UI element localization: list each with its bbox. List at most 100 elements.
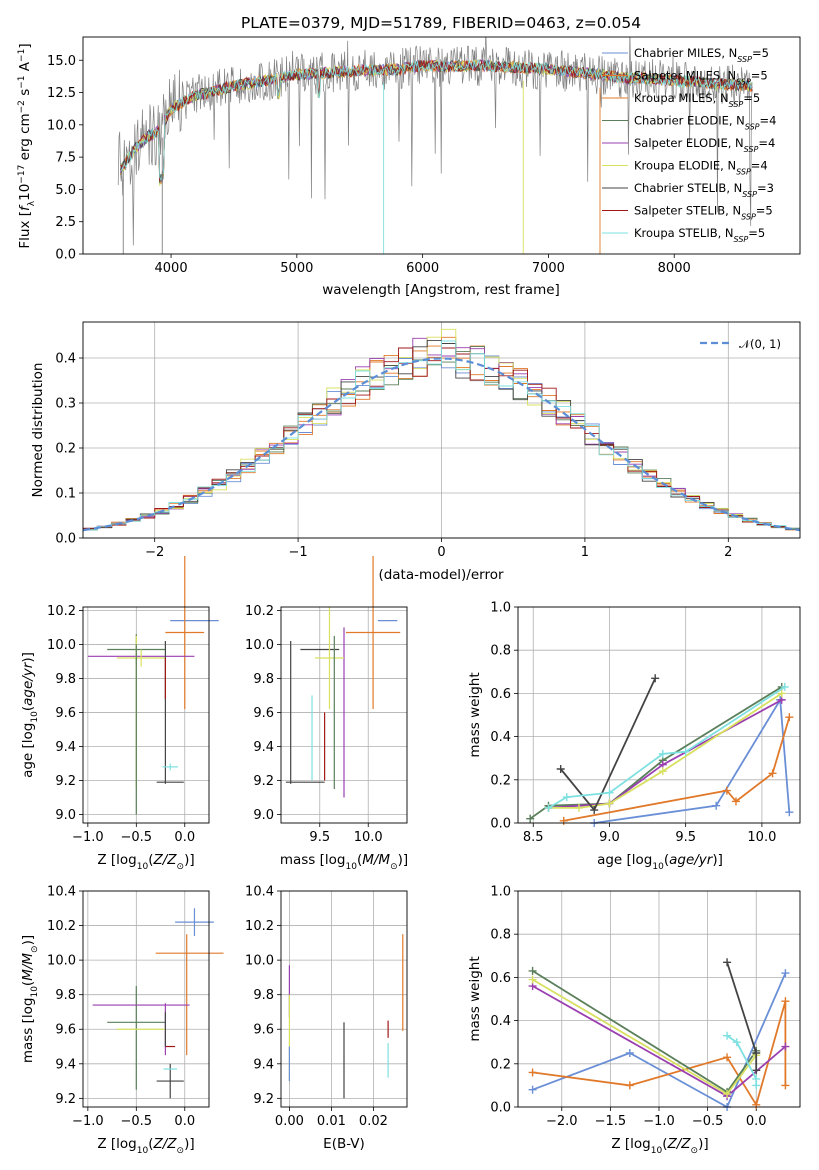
- x-axis-label: Z [log10(Z/Z⊙)]: [97, 1136, 194, 1156]
- weight-line: [726, 962, 758, 1071]
- axes-frame: [280, 606, 408, 824]
- y-tick-label: 9.8: [55, 672, 76, 687]
- normal-curve: [83, 357, 800, 532]
- y-tick-label: 9.6: [55, 706, 76, 721]
- weight-marker: [781, 969, 790, 978]
- model-spectrum: [120, 60, 753, 182]
- y-tick-label: 5.0: [55, 183, 76, 198]
- y-tick-label: 0.1: [55, 487, 76, 502]
- y-tick-label: 12.5: [47, 86, 76, 101]
- weight-marker: [625, 1100, 634, 1109]
- axes-frame: [82, 890, 210, 1108]
- legend-label: Chabrier ELODIE, NSSP=4: [634, 114, 776, 132]
- residual-histogram: [83, 340, 800, 532]
- legend-label: Chabrier STELIB, NSSP=3: [634, 181, 774, 199]
- weight-marker: [732, 1038, 741, 1047]
- x-axis-label: wavelength [Angstrom, rest frame]: [322, 282, 560, 298]
- mass-vs-EBV-axes: 0.00 0.01 0.02 9.2 9.4 9.6 9.8 10.0 10.2 10.4: [245, 885, 408, 1129]
- axes-frame: [82, 606, 210, 824]
- errorbar-point: [175, 908, 214, 936]
- chart-title: PLATE=0379, MJD=51789, FIBERID=0463, z=0…: [241, 14, 641, 32]
- x-tick-label: 10.0: [747, 830, 776, 845]
- y-axis-label: Normed distribution: [30, 363, 46, 498]
- weight-marker: [781, 997, 790, 1006]
- residuals-axes: −2 −1 0 1 2 0.0 0.1 0.2 0.3 0.4 𝒩(0, 1): [55, 321, 801, 560]
- weight-marker: [605, 788, 614, 797]
- x-axis-label: E(B-V): [323, 1136, 365, 1152]
- weight-marker: [526, 814, 535, 823]
- x-tick-label: −1.0: [72, 830, 104, 845]
- weight-marker: [651, 674, 660, 683]
- weight-line: [548, 686, 786, 809]
- y-tick-label: 9.2: [253, 1092, 274, 1107]
- weight-marker: [752, 1100, 761, 1109]
- y-axis-label: mass weight: [467, 956, 483, 1041]
- y-tick-label: 10.4: [245, 885, 274, 900]
- errorbar-point: [190, 903, 209, 920]
- weight-marker: [658, 767, 667, 776]
- y-tick-label: 10.4: [47, 885, 76, 900]
- x-tick-label: 0.0: [746, 1114, 767, 1129]
- y-tick-label: 0.6: [490, 687, 511, 702]
- weight-marker: [590, 806, 599, 815]
- weight-marker: [528, 1068, 537, 1077]
- age-vs-Z-axes: −1.0 −0.5 0.0 9.0 9.2 9.4 9.6 9.8 10.0 10.2: [47, 555, 219, 845]
- legend-label: Chabrier MILES, NSSP=5: [634, 46, 769, 64]
- weight-marker: [723, 1053, 732, 1062]
- weight-marker: [723, 1090, 732, 1099]
- weight-marker: [528, 975, 537, 984]
- x-tick-label: −2: [145, 545, 164, 560]
- weight-marker: [781, 1042, 790, 1051]
- errorbar-point: [314, 607, 344, 710]
- x-tick-label: 8000: [658, 261, 691, 276]
- x-tick-label: −1.0: [72, 1114, 104, 1129]
- x-tick-label: 0: [437, 545, 445, 560]
- weight-marker: [780, 682, 789, 691]
- y-tick-label: 0.0: [490, 817, 511, 832]
- x-tick-label: 6000: [406, 261, 439, 276]
- y-tick-label: 9.8: [253, 672, 274, 687]
- y-tick-label: 10.2: [47, 919, 76, 934]
- y-tick-label: 10.0: [47, 638, 76, 653]
- x-axis-label: Z [log10(Z/Z⊙)]: [97, 852, 194, 872]
- weight-line: [529, 686, 783, 820]
- legend: Chabrier MILES, NSSP=5 Salpeter MILES, NS…: [602, 46, 776, 244]
- legend-label: Kroupa ELODIE, NSSP=4: [634, 159, 768, 177]
- errorbar-point: [345, 555, 401, 710]
- y-tick-label: 0.8: [490, 644, 511, 659]
- y-tick-label: 10.2: [47, 604, 76, 619]
- weight-marker: [777, 689, 786, 698]
- weight-marker: [770, 814, 779, 823]
- weight-marker: [752, 1081, 761, 1090]
- y-tick-label: 10.0: [47, 954, 76, 969]
- weight-marker: [712, 801, 721, 810]
- y-tick-label: 9.2: [55, 774, 76, 789]
- y-tick-label: 15.0: [47, 54, 76, 69]
- axes-frame: [517, 606, 801, 824]
- x-tick-label: 2: [724, 545, 732, 560]
- weight-marker: [785, 713, 794, 722]
- x-tick-label: 1: [581, 545, 589, 560]
- x-tick-label: 0.0: [174, 1114, 195, 1129]
- y-tick-label: 9.6: [253, 706, 274, 721]
- weight-marker: [556, 765, 565, 773]
- weight-marker: [768, 769, 777, 778]
- weight-marker: [528, 1085, 537, 1094]
- x-tick-label: 0.0: [174, 830, 195, 845]
- mass-vs-Z-axes: −1.0 −0.5 0.0 9.2 9.4 9.6 9.8 10.0 10.2 10.4: [47, 885, 224, 1129]
- y-axis-label: age [log10(age/yr)]: [20, 652, 40, 778]
- x-tick-label: 7000: [532, 261, 565, 276]
- axes-frame: [82, 36, 801, 255]
- weight-line: [532, 972, 787, 1109]
- weight-marker: [625, 1049, 634, 1057]
- weight-vs-age-axes: 8.5 9.0 9.5 10.0 0.0 0.2 0.4 0.6 0.8 1.0: [490, 601, 801, 845]
- y-tick-label: 0.2: [490, 773, 511, 788]
- weight-line: [560, 677, 657, 812]
- weight-marker: [574, 803, 583, 812]
- y-tick-label: 0.2: [490, 1057, 511, 1072]
- weight-line: [548, 692, 783, 809]
- weight-marker: [752, 1049, 761, 1057]
- weight-marker: [625, 1081, 634, 1090]
- y-tick-label: 0.4: [490, 1014, 511, 1029]
